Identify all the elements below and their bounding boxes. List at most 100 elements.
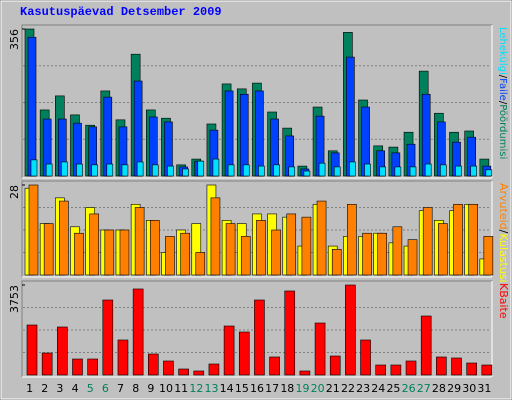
- legend: Lehekülgi/Faile/Pöördumisi: [497, 27, 508, 159]
- bar: [134, 207, 145, 276]
- bar: [405, 360, 417, 376]
- bar: [407, 239, 418, 276]
- bar: [360, 339, 371, 376]
- bar: [72, 358, 83, 376]
- bar: [284, 290, 296, 376]
- bar: [238, 331, 250, 376]
- bar: [165, 236, 175, 276]
- bar: [255, 90, 264, 177]
- bar: [225, 223, 236, 276]
- bar: [345, 284, 356, 376]
- bar: [27, 36, 37, 177]
- bar: [485, 169, 493, 177]
- legend-entry: KBaite: [497, 283, 510, 319]
- x-tick-label: 15: [235, 382, 249, 395]
- bar: [242, 164, 250, 177]
- x-tick-label: 20: [311, 382, 325, 395]
- bar: [30, 159, 38, 177]
- x-tick-label: 23: [356, 382, 370, 395]
- x-tick-label: 7: [117, 382, 124, 395]
- bar: [149, 220, 160, 276]
- bar: [61, 161, 68, 177]
- chart-title: Kasutuspäevad Detsember 2009: [20, 5, 222, 19]
- bar: [390, 364, 402, 376]
- bar: [468, 203, 478, 276]
- bar: [329, 355, 341, 376]
- bar: [223, 325, 235, 376]
- bar: [303, 170, 311, 177]
- bar: [333, 166, 341, 177]
- bar: [89, 213, 99, 276]
- bar: [210, 197, 221, 276]
- bar: [57, 326, 68, 376]
- bar: [254, 299, 265, 376]
- x-tick-label: 25: [386, 382, 400, 395]
- legend: Arvuteid/Külastusi: [497, 183, 510, 283]
- x-tick-label: 19: [295, 382, 309, 395]
- bar: [212, 158, 220, 177]
- bar: [301, 216, 312, 276]
- bar: [316, 200, 327, 276]
- bar: [481, 364, 493, 376]
- bar: [269, 356, 280, 376]
- x-tick-label: 18: [280, 382, 294, 395]
- bar: [375, 364, 387, 376]
- x-tick-label: 3: [56, 382, 63, 395]
- x-tick-label: 26: [402, 382, 416, 395]
- legend-entry: Arvuteid: [497, 183, 510, 230]
- x-tick-label: 5: [87, 382, 94, 395]
- legend: KBaite: [497, 283, 510, 319]
- x-tick-label: 27: [417, 382, 431, 395]
- bar: [364, 163, 371, 177]
- bar: [197, 160, 205, 177]
- bar: [43, 223, 54, 276]
- bar: [136, 161, 144, 177]
- bar: [258, 165, 265, 177]
- x-tick-label: 11: [174, 382, 188, 395]
- bar: [420, 315, 432, 376]
- bar: [377, 232, 388, 276]
- x-tick-label: 31: [477, 382, 491, 395]
- x-tick-label: 24: [371, 382, 385, 395]
- bar: [362, 232, 372, 276]
- bar: [59, 200, 69, 276]
- legend-entry: Faile: [497, 78, 508, 101]
- bar: [208, 363, 220, 376]
- x-tick-label: 30: [462, 382, 476, 395]
- bar: [227, 164, 235, 177]
- bar: [347, 203, 357, 276]
- bar: [440, 164, 447, 177]
- y-tick-label: 356: [8, 29, 21, 50]
- bar: [106, 163, 114, 177]
- bar: [470, 165, 477, 177]
- bar: [466, 362, 477, 376]
- legend-entry: Lehekülgi: [497, 27, 508, 75]
- bar: [121, 164, 129, 177]
- x-tick-label: 13: [205, 382, 219, 395]
- bar: [409, 166, 417, 177]
- bar: [119, 229, 130, 276]
- bar: [314, 322, 326, 376]
- x-tick-label: 21: [326, 382, 340, 395]
- x-tick-label: 8: [132, 382, 139, 395]
- bar: [76, 163, 83, 177]
- bar: [299, 370, 311, 376]
- x-tick-label: 6: [102, 382, 109, 395]
- bar: [151, 164, 159, 177]
- bar: [182, 168, 189, 177]
- bar: [318, 162, 326, 177]
- bar: [451, 357, 462, 376]
- bar: [87, 358, 98, 376]
- bar: [273, 164, 280, 177]
- bar: [28, 184, 39, 276]
- x-tick-label: 22: [341, 382, 355, 395]
- bar: [271, 229, 281, 276]
- x-tick-label: 1: [26, 382, 33, 395]
- x-tick-label: 28: [432, 382, 446, 395]
- legend-entry: Pöördumisi: [497, 104, 508, 159]
- y-tick-label: 28: [8, 185, 21, 199]
- x-tick-label: 29: [447, 382, 461, 395]
- bar: [147, 353, 159, 376]
